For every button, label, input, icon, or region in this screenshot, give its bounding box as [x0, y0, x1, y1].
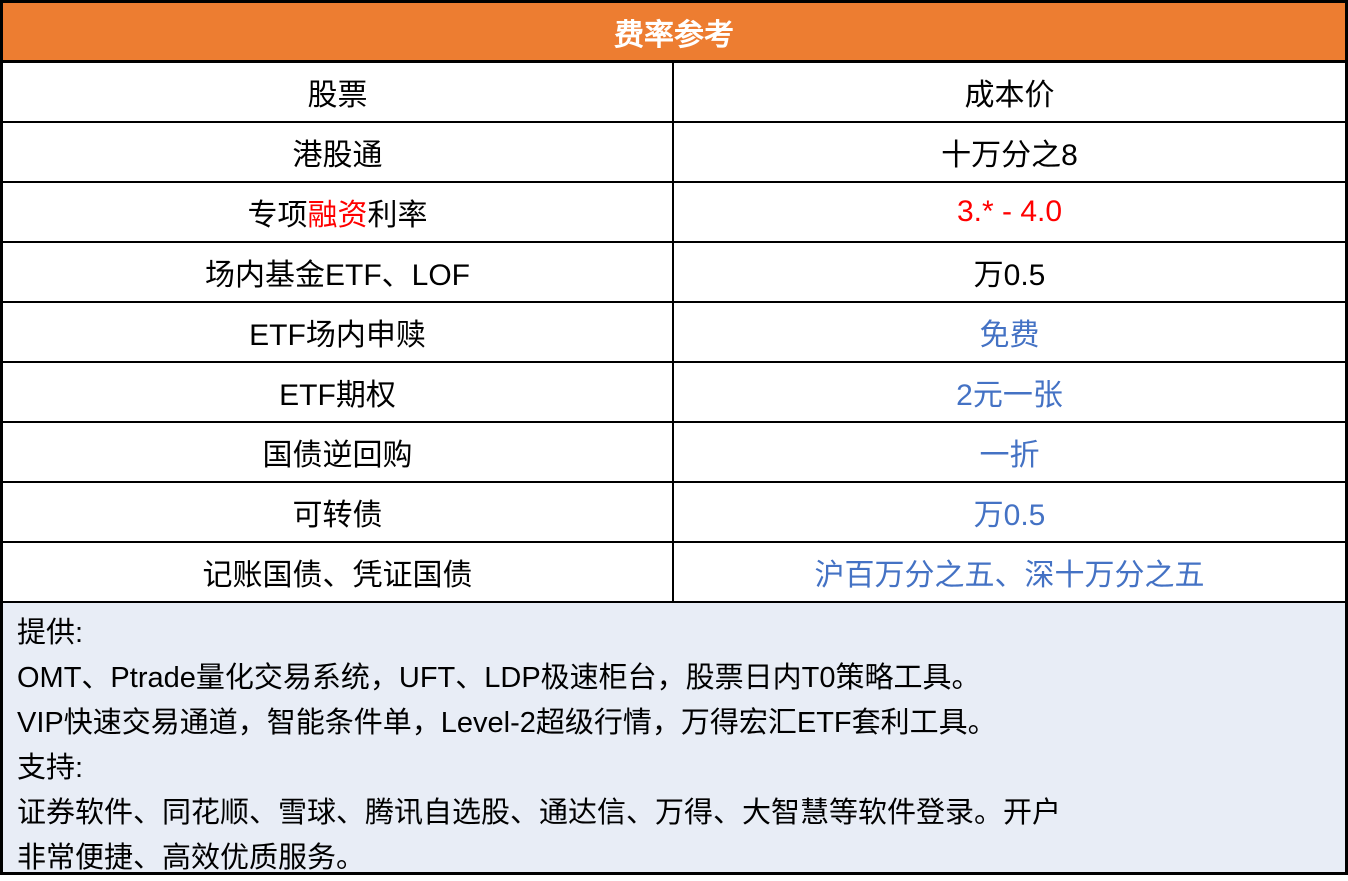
- row-value: 十万分之8: [941, 139, 1078, 172]
- table-row: 专项 融资 利率 3.* - 4.0: [3, 183, 1345, 243]
- row-name: 场内基金ETF、LOF: [3, 243, 674, 301]
- table-row: 国债逆回购 一折: [3, 423, 1345, 483]
- row-value: 沪百万分之五、深十万分之五: [814, 559, 1205, 592]
- row-name: 国债逆回购: [3, 423, 674, 481]
- footer-notes: 提供: OMT、Ptrade量化交易系统，UFT、LDP极速柜台，股票日内T0策…: [3, 603, 1345, 874]
- row-value: 3.* - 4.0: [956, 195, 1063, 228]
- table-row: 港股通 十万分之8: [3, 123, 1345, 183]
- table-row: 可转债 万0.5: [3, 483, 1345, 543]
- table-row: ETF期权 2元一张: [3, 363, 1345, 423]
- table-row: 记账国债、凭证国债 沪百万分之五、深十万分之五: [3, 543, 1345, 603]
- name-part-highlight: 融资: [307, 199, 368, 232]
- row-name: 专项 融资 利率: [3, 183, 674, 241]
- footer-line: 提供:: [17, 617, 84, 649]
- row-name: ETF场内申赎: [3, 303, 674, 361]
- name-part: 专项: [247, 199, 308, 232]
- row-value: 一折: [979, 439, 1040, 472]
- footer-line: 支持:: [17, 752, 84, 784]
- row-name: 记账国债、凭证国债: [3, 543, 674, 601]
- row-value: 万0.5: [973, 499, 1046, 532]
- footer-line: 非常便捷、高效优质服务。: [17, 842, 366, 874]
- row-value: 免费: [979, 319, 1040, 352]
- row-value: 万0.5: [973, 259, 1046, 292]
- table-row: 场内基金ETF、LOF 万0.5: [3, 243, 1345, 303]
- table-row: ETF场内申赎 免费: [3, 303, 1345, 363]
- name-part: 利率: [367, 199, 428, 232]
- table-title: 费率参考: [3, 3, 1345, 63]
- row-name: 港股通: [3, 123, 674, 181]
- row-name: 可转债: [3, 483, 674, 541]
- header-stock: 股票: [3, 63, 674, 121]
- footer-line: OMT、Ptrade量化交易系统，UFT、LDP极速柜台，股票日内T0策略工具。: [17, 662, 981, 694]
- header-cost: 成本价: [964, 79, 1055, 112]
- footer-line: 证券软件、同花顺、雪球、腾讯自选股、通达信、万得、大智慧等软件登录。开户: [17, 797, 1062, 829]
- table-header-row: 股票 成本价: [3, 63, 1345, 123]
- row-name: ETF期权: [3, 363, 674, 421]
- row-value: 2元一张: [956, 379, 1063, 412]
- footer-line: VIP快速交易通道，智能条件单，Level-2超级行情，万得宏汇ETF套利工具。: [17, 707, 997, 739]
